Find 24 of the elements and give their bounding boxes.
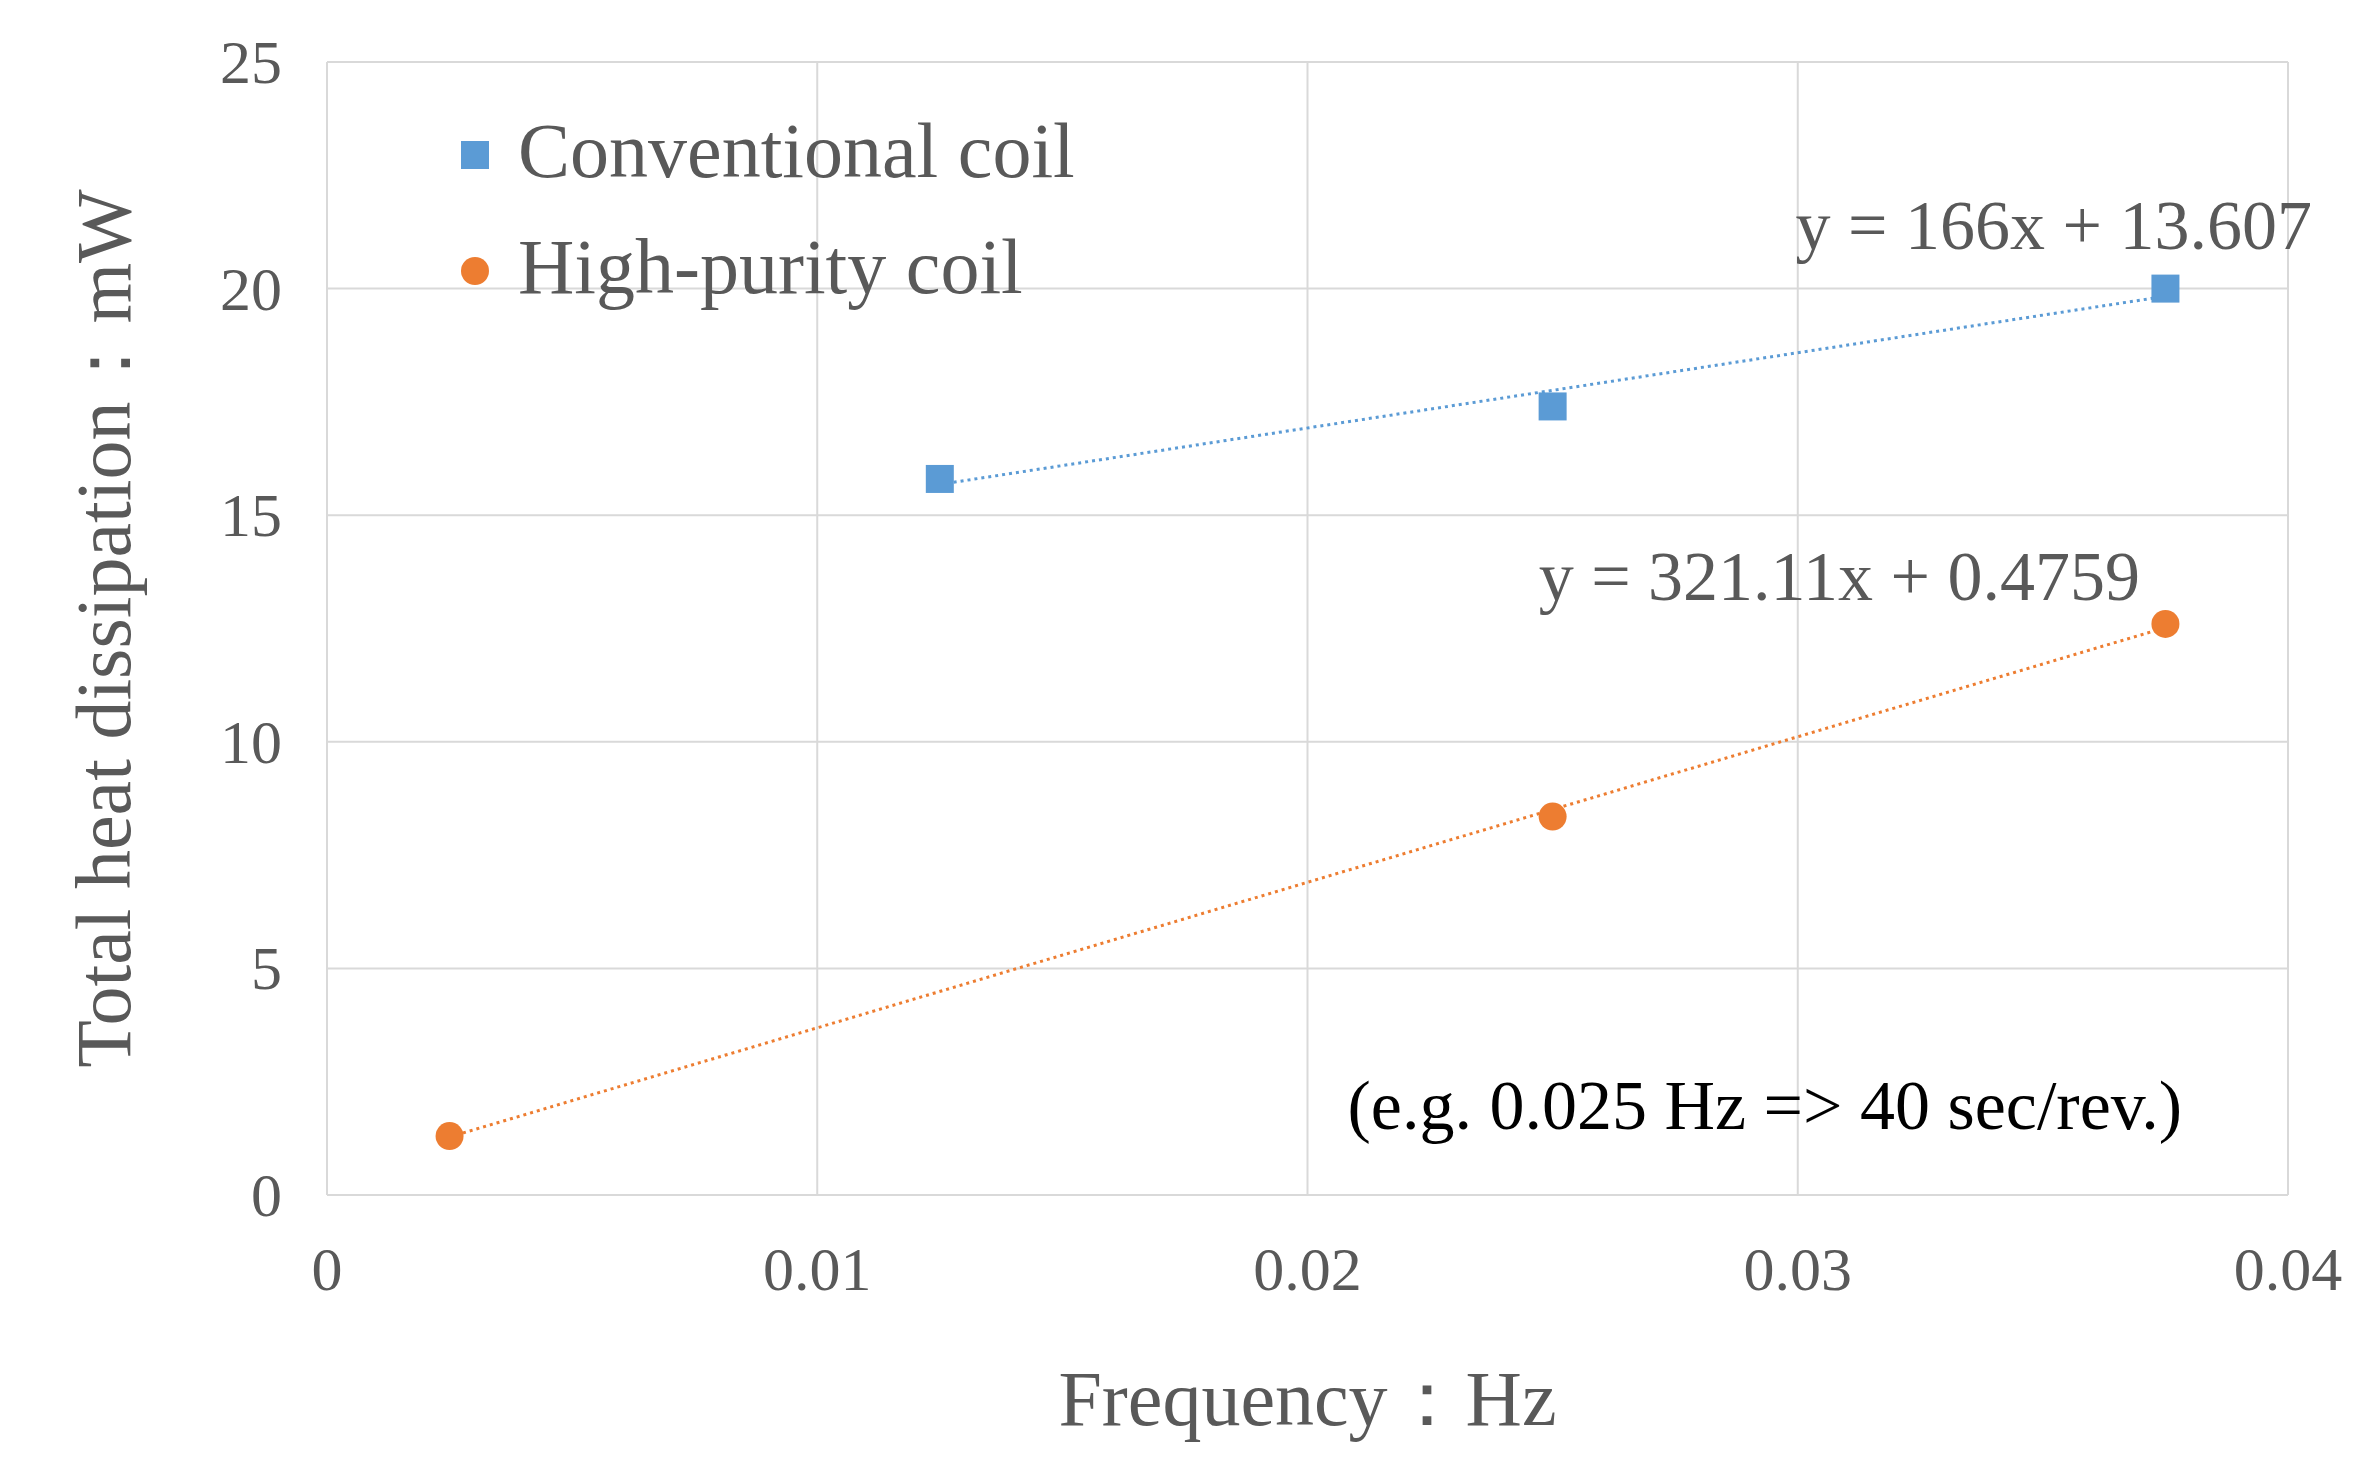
x-axis-title: Frequency：Hz [1058,1355,1557,1442]
annotation: y = 166x + 13.607 [1795,187,2312,264]
x-tick-label: 0.03 [1743,1235,1852,1303]
x-tick-label: 0.04 [2233,1235,2343,1303]
y-tick-label: 0 [251,1161,282,1229]
annotation: (e.g. 0.025 Hz => 40 sec/rev.) [1347,1067,2182,1144]
y-tick-label: 10 [220,707,282,776]
y-axis-title: Total heat dissipation：mW [60,188,147,1068]
x-tick-label: 0.02 [1253,1235,1362,1303]
legend-label: Conventional coil [518,107,1075,194]
legend-label: High-purity coil [518,223,1023,310]
point [925,464,954,493]
point [1538,392,1567,421]
point [435,1122,464,1151]
point [2151,274,2180,303]
y-tick-label: 20 [220,254,282,323]
x-tick-label: 0.01 [763,1235,872,1303]
y-tick-label: 5 [251,934,282,1003]
x-tick-label: 0 [311,1235,343,1303]
y-tick-label: 15 [220,481,282,550]
annotation: y = 321.11x + 0.4759 [1538,538,2140,615]
point [2151,609,2180,638]
y-tick-label: 25 [220,28,282,96]
point [1538,802,1567,831]
